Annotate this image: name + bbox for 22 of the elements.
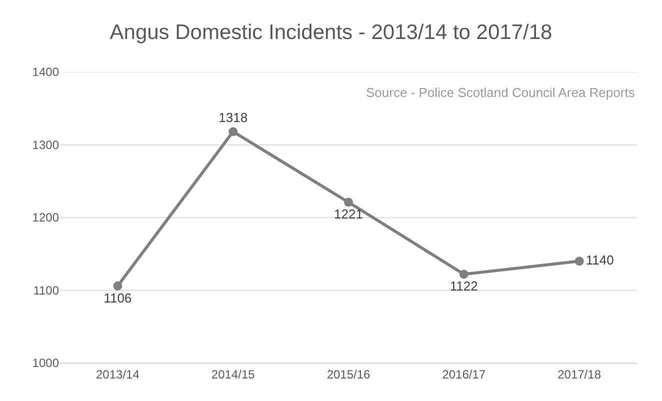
x-tick-label: 2014/15 [211,367,256,382]
x-tick-label: 2015/16 [326,367,371,382]
data-label: 1221 [334,206,363,222]
y-tick-label: 1300 [32,138,60,152]
data-label: 1318 [218,110,248,125]
y-tick-label: 1400 [32,65,60,80]
point [113,281,122,290]
y-tick-label: 1100 [33,283,60,298]
data-label: 1122 [450,278,478,294]
point [574,256,584,266]
point [228,127,238,136]
data-label: 1140 [586,252,614,268]
point [459,270,468,279]
point [344,198,353,207]
x-tick-label: 2016/17 [442,367,486,382]
x-tick-label: 2013/14 [96,367,140,382]
x-tick-label: 2017/18 [558,367,602,382]
chart-title: Angus Domestic Incidents - 2013/14 to 2017/18 [110,20,552,44]
y-tick-label: 1000 [32,356,60,370]
data-label: 1106 [104,290,132,306]
annotation: Source - Police Scotland Council Area Reports [366,85,636,100]
y-tick-label: 1200 [32,210,60,225]
